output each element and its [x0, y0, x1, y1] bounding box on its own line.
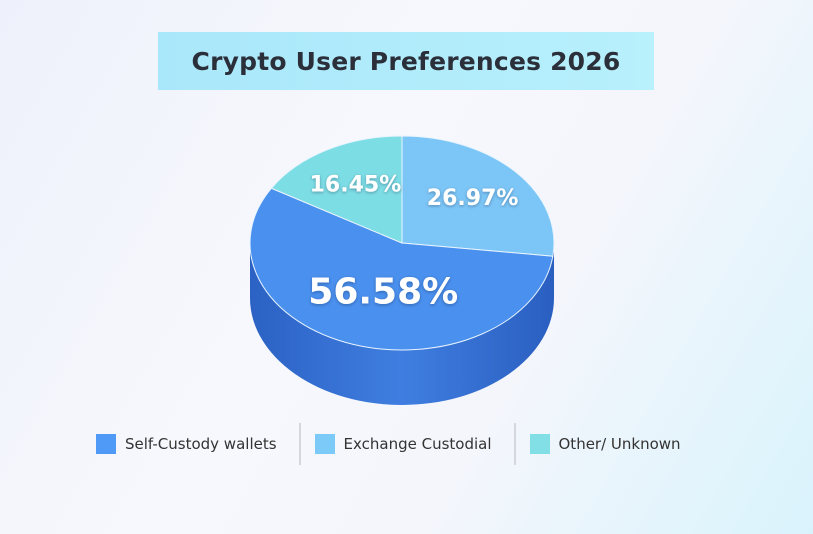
data-label: 56.58%	[308, 271, 458, 312]
legend-label: Self-Custody wallets	[125, 435, 277, 453]
pie-slice-other-unknown	[270, 135, 403, 244]
legend-swatch	[314, 434, 335, 454]
chart-title: Crypto User Preferences 2026	[191, 46, 621, 76]
title-banner: Crypto User Preferences 2026	[158, 32, 654, 90]
legend-divider	[513, 423, 516, 465]
pie-slice-self-custody-wallets	[249, 187, 554, 351]
legend-item-self-custody: Self-Custody wallets	[96, 434, 277, 454]
legend-item-other: Other/ Unknown	[529, 434, 681, 454]
legend-label: Other/ Unknown	[558, 435, 681, 453]
legend-swatch	[96, 434, 116, 454]
data-label: 16.45%	[310, 172, 402, 197]
legend-swatch	[529, 434, 550, 454]
legend: Self-Custody wallets Exchange Custodial …	[96, 423, 681, 465]
legend-divider	[298, 423, 301, 465]
legend-item-exchange: Exchange Custodial	[314, 434, 492, 454]
pie-slice-exchange-custodial	[401, 135, 555, 257]
data-label: 26.97%	[427, 186, 519, 211]
legend-label: Exchange Custodial	[343, 435, 492, 453]
